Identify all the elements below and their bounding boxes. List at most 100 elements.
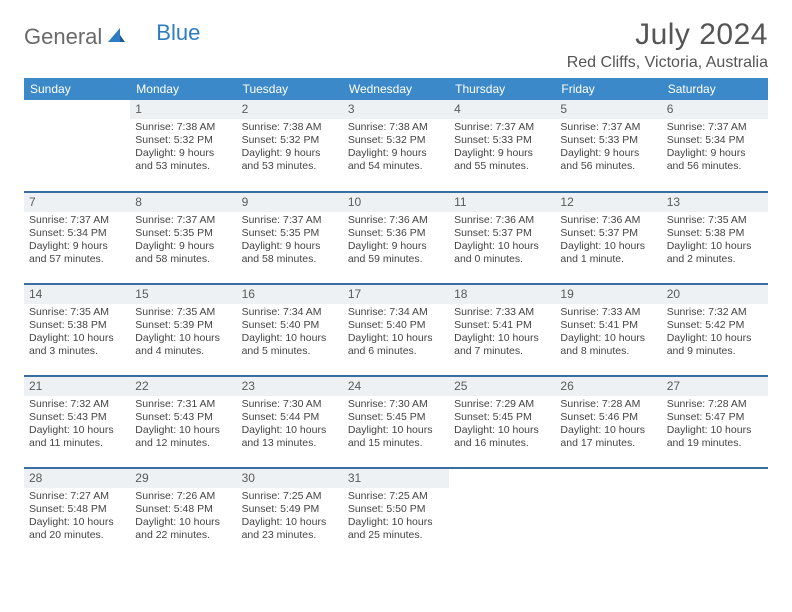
logo-sail-icon — [106, 24, 126, 50]
sunset-text: Sunset: 5:47 PM — [667, 411, 763, 424]
day-number: 19 — [555, 285, 661, 304]
day-number: 9 — [237, 193, 343, 212]
sunrise-text: Sunrise: 7:37 AM — [560, 121, 656, 134]
sunrise-text: Sunrise: 7:34 AM — [348, 306, 444, 319]
daylight-text: Daylight: 10 hours and 20 minutes. — [29, 516, 125, 542]
day-content: Sunrise: 7:36 AMSunset: 5:37 PMDaylight:… — [555, 212, 661, 271]
day-content: Sunrise: 7:27 AMSunset: 5:48 PMDaylight:… — [24, 488, 130, 547]
sunrise-text: Sunrise: 7:38 AM — [242, 121, 338, 134]
day-number: 21 — [24, 377, 130, 396]
sunrise-text: Sunrise: 7:37 AM — [454, 121, 550, 134]
sunset-text: Sunset: 5:32 PM — [348, 134, 444, 147]
daylight-text: Daylight: 10 hours and 7 minutes. — [454, 332, 550, 358]
day-content: Sunrise: 7:28 AMSunset: 5:47 PMDaylight:… — [662, 396, 768, 455]
daylight-text: Daylight: 10 hours and 16 minutes. — [454, 424, 550, 450]
weekday-header: Saturday — [662, 78, 768, 100]
day-number: 10 — [343, 193, 449, 212]
sunset-text: Sunset: 5:34 PM — [29, 227, 125, 240]
daylight-text: Daylight: 9 hours and 55 minutes. — [454, 147, 550, 173]
calendar-day-cell: 2Sunrise: 7:38 AMSunset: 5:32 PMDaylight… — [237, 100, 343, 192]
weekday-header: Wednesday — [343, 78, 449, 100]
sunrise-text: Sunrise: 7:36 AM — [560, 214, 656, 227]
title-block: July 2024 Red Cliffs, Victoria, Australi… — [567, 18, 768, 72]
day-number: 5 — [555, 100, 661, 119]
calendar-day-cell: 27Sunrise: 7:28 AMSunset: 5:47 PMDayligh… — [662, 376, 768, 468]
daylight-text: Daylight: 9 hours and 58 minutes. — [135, 240, 231, 266]
calendar-day-cell: 28Sunrise: 7:27 AMSunset: 5:48 PMDayligh… — [24, 468, 130, 560]
sunset-text: Sunset: 5:43 PM — [29, 411, 125, 424]
calendar-day-cell: 8Sunrise: 7:37 AMSunset: 5:35 PMDaylight… — [130, 192, 236, 284]
day-number: 24 — [343, 377, 449, 396]
calendar-day-cell: 4Sunrise: 7:37 AMSunset: 5:33 PMDaylight… — [449, 100, 555, 192]
sunset-text: Sunset: 5:41 PM — [560, 319, 656, 332]
day-content: Sunrise: 7:35 AMSunset: 5:38 PMDaylight:… — [662, 212, 768, 271]
daylight-text: Daylight: 10 hours and 6 minutes. — [348, 332, 444, 358]
daylight-text: Daylight: 10 hours and 8 minutes. — [560, 332, 656, 358]
sunrise-text: Sunrise: 7:35 AM — [667, 214, 763, 227]
calendar-day-cell: 23Sunrise: 7:30 AMSunset: 5:44 PMDayligh… — [237, 376, 343, 468]
day-number: 30 — [237, 469, 343, 488]
calendar-day-cell: 7Sunrise: 7:37 AMSunset: 5:34 PMDaylight… — [24, 192, 130, 284]
month-title: July 2024 — [567, 18, 768, 52]
sunrise-text: Sunrise: 7:33 AM — [454, 306, 550, 319]
calendar-week-row: 14Sunrise: 7:35 AMSunset: 5:38 PMDayligh… — [24, 284, 768, 376]
calendar-day-cell: . — [449, 468, 555, 560]
logo-text-1: General — [24, 24, 102, 50]
sunrise-text: Sunrise: 7:32 AM — [667, 306, 763, 319]
sunrise-text: Sunrise: 7:34 AM — [242, 306, 338, 319]
daylight-text: Daylight: 10 hours and 11 minutes. — [29, 424, 125, 450]
sunset-text: Sunset: 5:50 PM — [348, 503, 444, 516]
calendar-day-cell: 13Sunrise: 7:35 AMSunset: 5:38 PMDayligh… — [662, 192, 768, 284]
daylight-text: Daylight: 9 hours and 56 minutes. — [667, 147, 763, 173]
weekday-header: Thursday — [449, 78, 555, 100]
sunrise-text: Sunrise: 7:38 AM — [135, 121, 231, 134]
sunset-text: Sunset: 5:48 PM — [135, 503, 231, 516]
calendar-day-cell: 3Sunrise: 7:38 AMSunset: 5:32 PMDaylight… — [343, 100, 449, 192]
calendar-day-cell: 26Sunrise: 7:28 AMSunset: 5:46 PMDayligh… — [555, 376, 661, 468]
day-content: Sunrise: 7:38 AMSunset: 5:32 PMDaylight:… — [130, 119, 236, 178]
daylight-text: Daylight: 9 hours and 59 minutes. — [348, 240, 444, 266]
daylight-text: Daylight: 10 hours and 23 minutes. — [242, 516, 338, 542]
sunset-text: Sunset: 5:49 PM — [242, 503, 338, 516]
day-number: 18 — [449, 285, 555, 304]
sunrise-text: Sunrise: 7:30 AM — [242, 398, 338, 411]
day-number: 20 — [662, 285, 768, 304]
day-number: 27 — [662, 377, 768, 396]
day-content: Sunrise: 7:37 AMSunset: 5:34 PMDaylight:… — [662, 119, 768, 178]
calendar-day-cell: . — [24, 100, 130, 192]
day-number: 1 — [130, 100, 236, 119]
daylight-text: Daylight: 10 hours and 3 minutes. — [29, 332, 125, 358]
logo: General Blue — [24, 24, 200, 50]
calendar-day-cell: 29Sunrise: 7:26 AMSunset: 5:48 PMDayligh… — [130, 468, 236, 560]
day-content: Sunrise: 7:30 AMSunset: 5:44 PMDaylight:… — [237, 396, 343, 455]
daylight-text: Daylight: 10 hours and 12 minutes. — [135, 424, 231, 450]
daylight-text: Daylight: 9 hours and 53 minutes. — [135, 147, 231, 173]
sunrise-text: Sunrise: 7:31 AM — [135, 398, 231, 411]
weekday-header: Sunday — [24, 78, 130, 100]
sunset-text: Sunset: 5:35 PM — [242, 227, 338, 240]
day-number: 13 — [662, 193, 768, 212]
day-content: Sunrise: 7:32 AMSunset: 5:42 PMDaylight:… — [662, 304, 768, 363]
daylight-text: Daylight: 9 hours and 58 minutes. — [242, 240, 338, 266]
calendar-day-cell: 5Sunrise: 7:37 AMSunset: 5:33 PMDaylight… — [555, 100, 661, 192]
day-content: Sunrise: 7:38 AMSunset: 5:32 PMDaylight:… — [343, 119, 449, 178]
sunset-text: Sunset: 5:38 PM — [29, 319, 125, 332]
day-content: Sunrise: 7:34 AMSunset: 5:40 PMDaylight:… — [237, 304, 343, 363]
sunrise-text: Sunrise: 7:35 AM — [29, 306, 125, 319]
day-content: Sunrise: 7:28 AMSunset: 5:46 PMDaylight:… — [555, 396, 661, 455]
day-content: Sunrise: 7:33 AMSunset: 5:41 PMDaylight:… — [449, 304, 555, 363]
sunrise-text: Sunrise: 7:36 AM — [348, 214, 444, 227]
sunset-text: Sunset: 5:32 PM — [242, 134, 338, 147]
calendar-body: .1Sunrise: 7:38 AMSunset: 5:32 PMDayligh… — [24, 100, 768, 560]
sunrise-text: Sunrise: 7:28 AM — [560, 398, 656, 411]
calendar-day-cell: 19Sunrise: 7:33 AMSunset: 5:41 PMDayligh… — [555, 284, 661, 376]
day-number: 25 — [449, 377, 555, 396]
calendar-day-cell: 9Sunrise: 7:37 AMSunset: 5:35 PMDaylight… — [237, 192, 343, 284]
sunset-text: Sunset: 5:34 PM — [667, 134, 763, 147]
day-content: Sunrise: 7:35 AMSunset: 5:39 PMDaylight:… — [130, 304, 236, 363]
day-number: 22 — [130, 377, 236, 396]
daylight-text: Daylight: 10 hours and 5 minutes. — [242, 332, 338, 358]
sunset-text: Sunset: 5:48 PM — [29, 503, 125, 516]
calendar-week-row: 28Sunrise: 7:27 AMSunset: 5:48 PMDayligh… — [24, 468, 768, 560]
calendar-day-cell: 17Sunrise: 7:34 AMSunset: 5:40 PMDayligh… — [343, 284, 449, 376]
